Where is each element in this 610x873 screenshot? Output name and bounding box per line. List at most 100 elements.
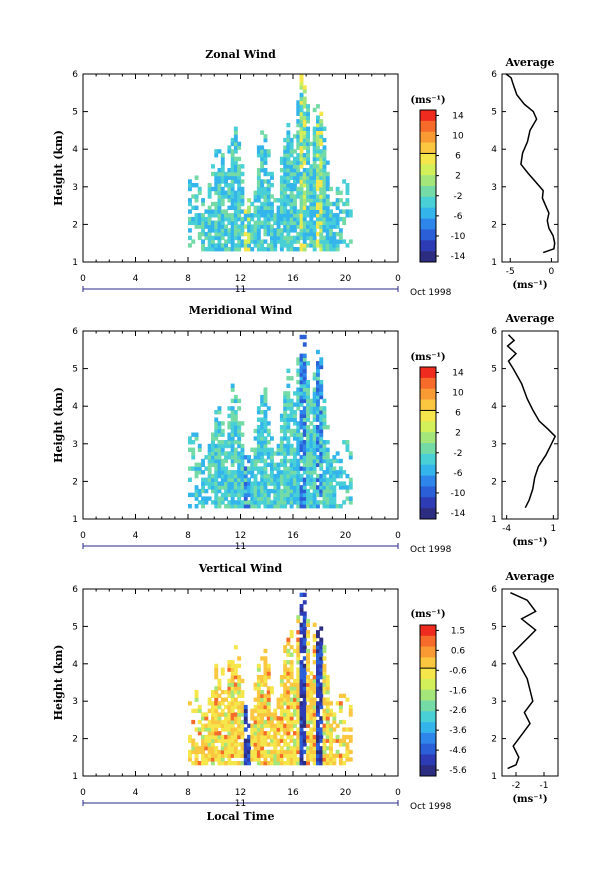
heatmap-cell [306,470,310,475]
heatmap-cell [296,712,301,717]
heatmap-cell [253,481,258,486]
heatmap-cell [302,611,307,616]
heatmap-cell [214,213,219,218]
heatmap-cell [325,496,330,501]
heatmap-cell [296,761,301,766]
heatmap-cell [299,379,304,385]
heatmap-cell [256,213,261,218]
heatmap-cell [240,179,245,184]
heatmap-cell [293,447,297,452]
heatmap-cell [276,462,281,467]
heatmap-cell [283,413,288,419]
heatmap-cell [214,738,219,743]
heatmap-cell [283,228,288,233]
heatmap-cell [240,701,245,706]
heatmap-cell [266,697,271,702]
heatmap-cell [312,686,317,691]
heatmap-cell [309,485,314,490]
heatmap-cell [279,179,284,184]
heatmap-cell [289,137,294,143]
heatmap-cell [319,134,324,139]
heatmap-cell [266,716,271,721]
heatmap-cell [283,455,288,460]
heatmap-cell [230,697,235,702]
heatmap-cell [250,228,255,233]
heatmap-cell [197,470,202,475]
heatmap-cell [309,440,314,445]
heatmap-cell [325,171,330,177]
heatmap-cell [309,228,314,233]
heatmap-cell [322,145,327,150]
panel-title: Vertical Wind [198,562,283,575]
heatmap-cell [214,175,219,180]
heatmap-cell [322,406,327,411]
heatmap-cell [220,209,225,214]
heatmap-cell [279,504,284,509]
heatmap-cell [316,179,320,184]
heatmap-cell [263,682,268,687]
heatmap-cell [293,496,297,501]
date-day-label: 11 [235,285,246,295]
heatmap-cell [293,216,297,222]
heatmap-cell [296,686,301,691]
heatmap-cell [332,247,337,252]
heatmap-cell [260,690,265,695]
heatmap-cell [338,719,343,725]
heatmap-cell [293,149,297,154]
heatmap-cell [302,183,307,188]
heatmap-cell [263,201,268,207]
heatmap-cell [233,712,238,717]
heatmap-cell [322,678,327,684]
heatmap-cell [286,648,291,654]
heatmap-cell [201,462,205,467]
heatmap-cell [309,712,314,717]
heatmap-cell [322,224,327,229]
heatmap-cell [302,761,307,766]
heatmap-cell [325,686,330,691]
heatmap-cell [306,228,310,233]
heatmap-cell [260,675,265,680]
heatmap-cell [322,156,327,162]
heatmap-cell [296,618,301,624]
heatmap-cell [201,201,205,207]
heatmap-cell [342,761,347,766]
heatmap-cell [299,626,304,631]
heatmap-cell [220,697,225,702]
heatmap-cell [253,757,258,762]
heatmap-cell [283,153,288,158]
heatmap-cell [260,205,265,210]
heatmap-cell [240,749,245,755]
heatmap-cell [256,447,261,452]
heatmap-cell [201,500,205,505]
heatmap-cell [214,697,219,702]
heatmap-cell [270,749,274,755]
heatmap-cell [188,183,192,188]
date-month-label: Oct 1998 [410,545,452,555]
heatmap-cell [279,205,284,210]
heatmap-cell [227,216,232,222]
heatmap-cell [224,209,228,214]
heatmap-cell [306,141,310,147]
heatmap-cell [256,451,261,456]
heatmap-cell [316,708,320,713]
heatmap-cell [306,235,310,241]
heatmap-cell [299,492,304,498]
heatmap-cell [201,224,205,229]
heatmap-cell [296,492,301,498]
heatmap-cell [214,153,219,158]
heatmap-cell [296,731,301,736]
heatmap-cell [224,496,228,501]
heatmap-cell [263,761,268,766]
heatmap-cell [322,186,327,192]
heatmap-cell [201,746,205,751]
heatmap-cell [302,198,307,203]
heatmap-cell [316,701,320,706]
heatmap-cell [293,164,297,169]
heatmap-cell [316,455,320,460]
heatmap-cell [191,492,196,498]
heatmap-cell [201,243,205,248]
heatmap-cell [237,504,242,509]
colorbar-swatch [420,421,436,433]
heatmap-cell [207,697,212,702]
heatmap-cell [299,485,304,490]
